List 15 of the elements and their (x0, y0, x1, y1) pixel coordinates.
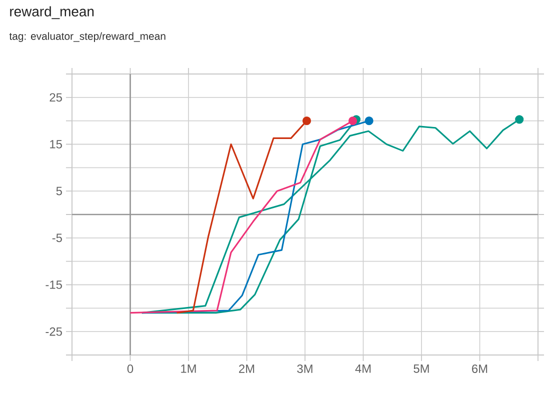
x-tick-label: 5M (414, 364, 429, 373)
chart-title: reward_mean (10, 6, 94, 20)
x-tick-label: 4M (355, 364, 371, 373)
y-tick-label: 5 (56, 186, 62, 196)
x-tick-label: 0 (127, 364, 134, 373)
y-tick-label: 15 (50, 140, 62, 148)
chart-subtitle: tag: evaluator_step/reward_mean (9, 32, 166, 42)
x-tick-label: 6M (472, 364, 488, 373)
y-tick-label: -25 (46, 327, 62, 336)
x-tick-label: 3M (297, 364, 312, 373)
y-tick-label: -5 (52, 234, 62, 242)
y-tick-label: 25 (50, 93, 62, 102)
x-tick-label: 1M (181, 364, 196, 373)
y-tick-label: -15 (46, 280, 62, 289)
x-tick-label: 2M (239, 364, 254, 373)
